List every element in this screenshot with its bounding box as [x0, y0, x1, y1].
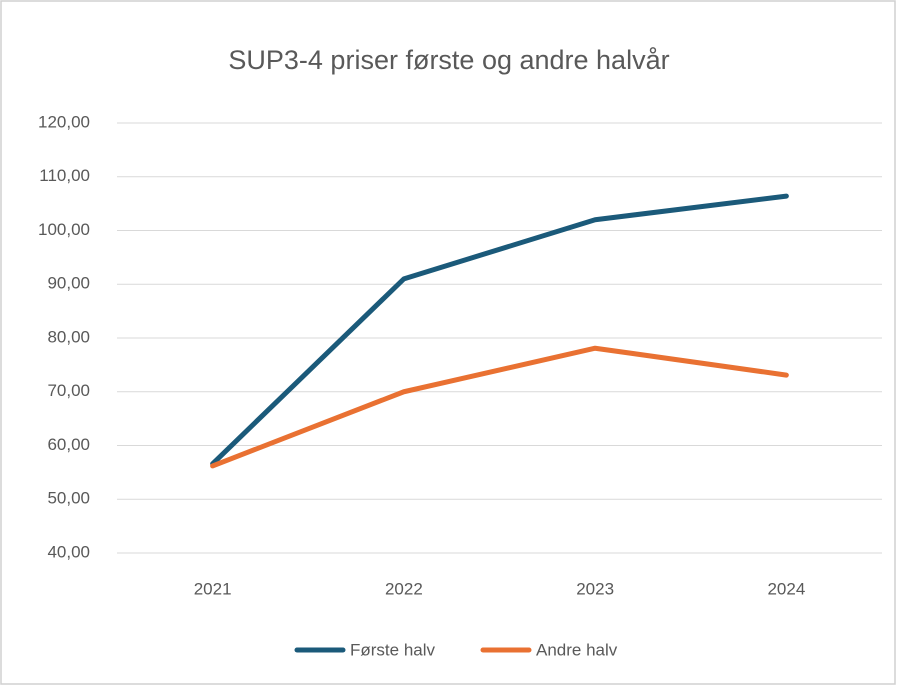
legend-label: Andre halv — [536, 640, 618, 659]
y-tick-label: 90,00 — [47, 274, 90, 293]
x-tick-label: 2024 — [767, 579, 805, 598]
y-tick-label: 100,00 — [38, 220, 90, 239]
chart-title: SUP3-4 priser første og andre halvår — [228, 45, 669, 75]
y-tick-label: 110,00 — [39, 166, 90, 185]
y-tick-label: 60,00 — [47, 435, 90, 454]
y-tick-label: 70,00 — [47, 381, 90, 400]
series-line — [210, 345, 789, 469]
y-tick-label: 50,00 — [47, 489, 90, 508]
y-tick-label: 40,00 — [47, 542, 90, 561]
legend-label: Første halv — [350, 640, 436, 659]
x-tick-label: 2023 — [576, 579, 614, 598]
series-line — [210, 193, 789, 467]
y-tick-label: 80,00 — [47, 327, 90, 346]
y-tick-label: 120,00 — [38, 112, 90, 131]
x-tick-label: 2021 — [194, 579, 232, 598]
x-tick-label: 2022 — [385, 579, 423, 598]
